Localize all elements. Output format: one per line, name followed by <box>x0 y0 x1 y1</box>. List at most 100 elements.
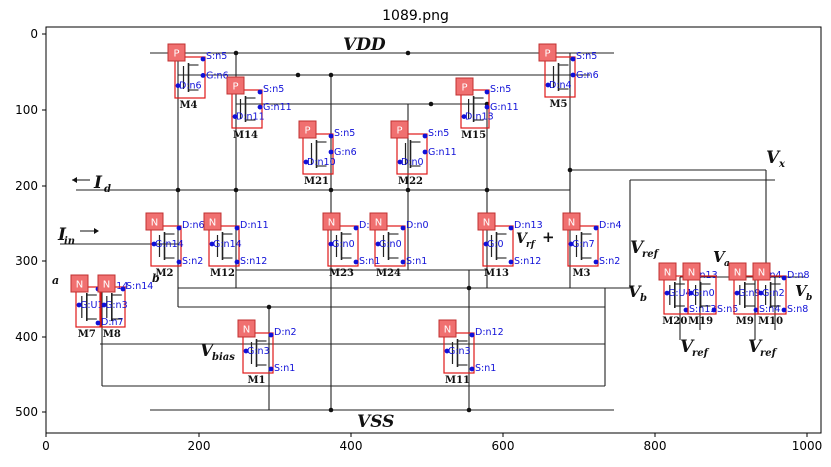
terminal-annotation: G:n14 <box>213 239 242 250</box>
type-tag <box>167 43 186 62</box>
svg-text:a: a <box>724 259 730 269</box>
detection-box <box>208 225 240 267</box>
detection-box <box>757 275 787 315</box>
detection-box <box>544 56 576 98</box>
terminal-dot <box>508 225 514 231</box>
svg-text:ref: ref <box>692 348 710 359</box>
detection-box <box>460 89 490 129</box>
vrf-mid-label: V rf <box>516 231 537 250</box>
terminal-annotation: S:n1 <box>359 256 380 267</box>
component-label: M24 <box>376 268 401 279</box>
terminal-annotation: G:n6 <box>334 147 357 158</box>
va-left-label: a <box>52 274 59 287</box>
component-label: M13 <box>484 268 509 279</box>
transistor-m8: N S:n14 G:n3 M8 <box>97 274 153 340</box>
terminal-annotation: S:n4 <box>759 304 780 315</box>
detection-box <box>302 133 334 175</box>
type-tag-label: N <box>568 218 575 229</box>
terminal-dot <box>328 149 334 155</box>
terminal-dot <box>568 241 574 247</box>
svg-text:ref: ref <box>760 348 778 359</box>
component-label: M4 <box>179 100 197 111</box>
terminal-dot <box>353 259 359 265</box>
terminal-dot <box>375 241 381 247</box>
svg-text:b: b <box>640 293 647 304</box>
type-tag-label: P <box>304 126 310 137</box>
terminal-dot <box>469 366 475 372</box>
terminal-dot <box>664 290 670 296</box>
type-tag-label: N <box>483 218 490 229</box>
transistor-m12: N D:n11 G:n14 S:n12 M12 <box>203 212 269 279</box>
type-tag-label: N <box>243 325 250 336</box>
terminal-annotation: G:n3 <box>105 300 128 311</box>
x-tick-label: 1000 <box>792 439 823 453</box>
terminal-annotation: S:n13 <box>689 304 716 315</box>
terminal-annotation: S:n1 <box>406 256 427 267</box>
terminal-annotation: G:n9 <box>738 288 761 299</box>
terminal-dot <box>570 56 576 62</box>
terminal-annotation: G:n2 <box>762 288 785 299</box>
terminal-dot <box>234 259 240 265</box>
svg-text:ref: ref <box>642 249 660 260</box>
svg-text:bias: bias <box>212 352 235 363</box>
y-tick-label: 500 <box>15 405 38 419</box>
terminal-annotation: D:n6 <box>182 220 205 231</box>
id-label: I d <box>72 173 111 195</box>
terminal-dot <box>209 241 215 247</box>
type-tag-label: N <box>444 325 451 336</box>
component-label: M3 <box>572 268 590 279</box>
type-tag <box>97 274 116 293</box>
terminal-annotation: D:n4 <box>599 220 622 231</box>
terminal-annotation: S:n5 <box>334 128 355 139</box>
terminal-annotation: G:n11 <box>263 102 292 113</box>
terminal-annotation: G:n14 <box>155 239 184 250</box>
svg-text:I: I <box>93 173 103 193</box>
terminal-dot <box>303 159 309 165</box>
type-tag-label: N <box>664 268 671 279</box>
component-label: M22 <box>398 176 423 187</box>
terminal-dot <box>400 225 406 231</box>
terminal-dot <box>120 286 126 292</box>
terminal-annotation: D:n10 <box>307 157 336 168</box>
terminal-dot <box>781 275 787 281</box>
terminal-annotation: S:n5 <box>206 51 227 62</box>
terminal-dot <box>469 332 475 338</box>
terminal-annotation: G:U1 <box>80 300 104 311</box>
terminal-dot <box>353 225 359 231</box>
type-tag <box>752 262 771 281</box>
terminal-annotation: G:n3 <box>448 346 471 357</box>
transistor-m1: N D:n2 G:n3 S:n1 M1 <box>237 319 297 386</box>
terminal-dot <box>328 133 334 139</box>
terminal-dot <box>232 114 238 119</box>
component-label: M11 <box>445 375 470 386</box>
terminal-annotation: G:n7 <box>572 239 595 250</box>
terminal-dot <box>753 307 759 313</box>
component-label: M20 <box>662 316 687 327</box>
detection-box <box>150 225 182 267</box>
svg-text:V: V <box>516 231 529 247</box>
terminal-annotation: D:n0 <box>406 220 429 231</box>
svg-text:I: I <box>57 225 67 245</box>
terminal-dot <box>400 259 406 265</box>
vx-label: V x <box>766 148 786 170</box>
type-tag-label: N <box>375 218 382 229</box>
plus-sign: + <box>542 228 555 246</box>
terminal-annotation: S:n2 <box>599 256 620 267</box>
type-tag <box>390 120 409 139</box>
component-label: M8 <box>103 329 121 340</box>
terminal-annotation: S:n2 <box>182 256 203 267</box>
type-tag-label: P <box>173 49 179 60</box>
type-tag-label: N <box>103 280 110 291</box>
terminal-annotation: G:U4 <box>668 288 692 299</box>
type-tag <box>237 319 256 338</box>
terminal-annotation: S:n1 <box>274 363 295 374</box>
terminal-dot <box>257 89 263 95</box>
terminal-annotation: S:n14 <box>126 281 153 292</box>
iin-label: I in <box>57 225 99 247</box>
y-tick-label: 300 <box>15 254 38 268</box>
terminal-dot <box>151 241 157 247</box>
terminal-dot <box>461 114 467 119</box>
svg-text:V: V <box>200 341 215 361</box>
